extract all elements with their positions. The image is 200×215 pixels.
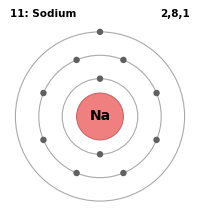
Circle shape <box>154 91 159 96</box>
Circle shape <box>121 57 126 62</box>
Circle shape <box>77 93 123 140</box>
Circle shape <box>74 57 79 62</box>
Text: 2,8,1: 2,8,1 <box>160 9 190 19</box>
Circle shape <box>97 152 103 157</box>
Circle shape <box>74 170 79 175</box>
Circle shape <box>97 29 103 34</box>
Circle shape <box>154 137 159 142</box>
Circle shape <box>41 137 46 142</box>
Text: Na: Na <box>89 109 111 123</box>
Circle shape <box>41 91 46 96</box>
Text: 11: Sodium: 11: Sodium <box>10 9 76 19</box>
Circle shape <box>97 76 103 81</box>
Circle shape <box>121 170 126 175</box>
